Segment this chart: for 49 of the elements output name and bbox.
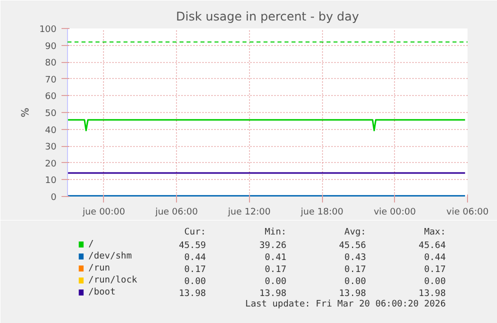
text: 0.00 bbox=[184, 277, 206, 287]
legend-label: /run/lock bbox=[88, 276, 138, 286]
text: 0.17 bbox=[264, 265, 286, 275]
text: Min: bbox=[264, 228, 286, 238]
y-tick-label: 90 bbox=[45, 42, 57, 52]
text: 45.64 bbox=[418, 241, 446, 251]
text: Cur: bbox=[184, 228, 206, 238]
text: 0.17 bbox=[344, 265, 366, 275]
legend-label: /run bbox=[88, 264, 110, 274]
text: 45.59 bbox=[178, 241, 206, 251]
y-tick-label: 30 bbox=[45, 142, 57, 153]
text: 0.17 bbox=[424, 265, 446, 275]
x-tick-label: jue 12:00 bbox=[227, 208, 271, 218]
y-tick-label: 20 bbox=[45, 159, 57, 170]
text: Avg: bbox=[344, 228, 366, 238]
x-tick-label: vie 00:00 bbox=[374, 208, 416, 218]
text: 0.41 bbox=[264, 253, 286, 263]
text: 0.00 bbox=[424, 277, 446, 287]
text: 0.44 bbox=[424, 253, 446, 263]
y-tick-label: 70 bbox=[45, 75, 57, 86]
text: 13.98 bbox=[418, 289, 446, 299]
text: 0.00 bbox=[344, 277, 366, 287]
legend-label: /boot bbox=[88, 288, 116, 298]
y-tick-label: 10 bbox=[45, 176, 57, 186]
y-tick-label: 50 bbox=[45, 109, 57, 119]
chart-title: Disk usage in percent - by day bbox=[176, 10, 359, 24]
legend-label: / bbox=[88, 240, 94, 250]
y-axis-title: % bbox=[20, 108, 32, 118]
y-tick-label: 40 bbox=[45, 126, 57, 136]
text: 13.98 bbox=[178, 289, 206, 299]
text: 0.43 bbox=[344, 253, 366, 263]
legend-label: /dev/shm bbox=[88, 252, 132, 262]
text: 0.44 bbox=[184, 253, 206, 263]
x-tick-label: vie 06:00 bbox=[446, 208, 489, 218]
text: 39.26 bbox=[259, 241, 286, 251]
y-tick-label: 0 bbox=[50, 193, 57, 203]
y-tick-label: 100 bbox=[39, 25, 57, 35]
text: Last update: Fri Mar 20 06:00:20 2026 bbox=[245, 300, 446, 310]
x-tick-label: jue 00:00 bbox=[82, 208, 126, 218]
x-tick-label: jue 18:00 bbox=[300, 208, 344, 218]
text: Max: bbox=[424, 228, 446, 238]
text: 0.00 bbox=[264, 277, 286, 287]
text: 0.17 bbox=[184, 265, 206, 275]
y-tick-label: 60 bbox=[45, 92, 57, 102]
y-tick-label: 80 bbox=[45, 58, 57, 69]
text: 13.98 bbox=[259, 289, 286, 299]
text: 13.98 bbox=[339, 289, 366, 299]
x-tick-label: jue 06:00 bbox=[154, 208, 198, 218]
text: 45.56 bbox=[339, 241, 366, 251]
